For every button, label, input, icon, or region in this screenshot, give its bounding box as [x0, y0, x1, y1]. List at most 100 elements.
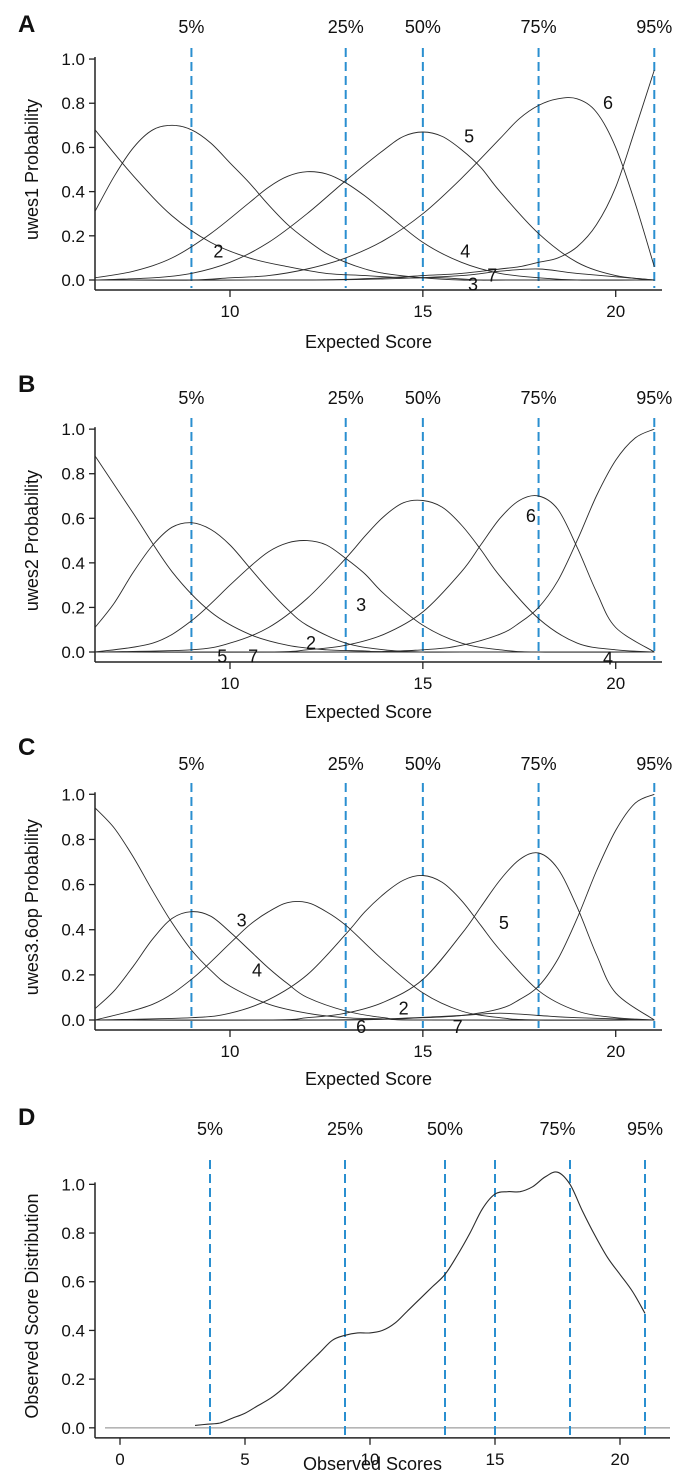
y-tick-label: 0.2 [61, 598, 85, 617]
percentile-label: 95% [627, 1119, 663, 1139]
curve-label: 7 [487, 266, 497, 286]
series-curve [94, 793, 655, 1021]
y-axis-title: uwes2 Probability [22, 470, 42, 611]
x-tick-label: 10 [361, 1450, 380, 1469]
percentile-label: 25% [328, 17, 364, 37]
series-curve [94, 268, 655, 281]
curve-label: 5 [499, 913, 509, 933]
y-tick-label: 0.2 [61, 227, 85, 246]
y-axis-title: uwes1 Probability [22, 99, 42, 240]
y-tick-label: 0.6 [61, 138, 85, 157]
series-curve [94, 499, 655, 653]
percentile-label: 5% [178, 754, 204, 774]
y-tick-label: 0.8 [61, 830, 85, 849]
y-tick-label: 0.4 [61, 1321, 85, 1340]
series-curve [94, 540, 655, 653]
y-tick-label: 0.0 [61, 1011, 85, 1030]
x-tick-label: 20 [606, 302, 625, 321]
y-tick-label: 1.0 [61, 1175, 85, 1194]
series-curve [94, 901, 655, 1021]
series-curve [94, 124, 655, 281]
curve-label: 5 [217, 646, 227, 666]
y-tick-label: 1.0 [61, 420, 85, 439]
curve-label: 7 [453, 1017, 463, 1037]
curve-label: 4 [252, 960, 262, 980]
y-tick-label: 0.6 [61, 876, 85, 895]
curve-label: 6 [526, 506, 536, 526]
panel-b: B 0.0 0.2 0.4 0.6 0.8 1.0 10 15 20 Expected Score u… [18, 371, 672, 722]
curve-label: 2 [306, 633, 316, 653]
y-tick-label: 0.2 [61, 966, 85, 985]
x-tick-label: 10 [221, 1042, 240, 1061]
percentile-label: 50% [405, 754, 441, 774]
series-curve [94, 428, 655, 653]
curve-label: 2 [399, 999, 409, 1019]
x-tick-label: 5 [240, 1450, 249, 1469]
percentile-label: 25% [327, 1119, 363, 1139]
percentile-label: 5% [178, 388, 204, 408]
y-axis-title: uwes3.6op Probability [22, 819, 42, 995]
series-curve [194, 1171, 646, 1426]
percentile-label: 75% [539, 1119, 575, 1139]
percentile-label: 25% [328, 388, 364, 408]
x-tick-label: 20 [606, 674, 625, 693]
x-tick-label: 20 [611, 1450, 630, 1469]
y-tick-label: 0.0 [61, 1419, 85, 1438]
series-curve [94, 455, 655, 653]
x-tick-label: 15 [413, 302, 432, 321]
series-curve [94, 171, 655, 281]
x-axis-title: Expected Score [305, 702, 432, 722]
series-curve [94, 129, 655, 281]
panel-d: D 0.0 0.2 0.4 0.6 0.8 1.0 0 5 10 15 20 Observed Scor… [18, 1104, 670, 1474]
percentile-label: 95% [636, 388, 672, 408]
panel-letter: A [18, 11, 35, 38]
curve-label: 3 [468, 274, 478, 294]
series-curve [94, 875, 655, 1021]
series-curve [94, 911, 655, 1021]
x-tick-label: 20 [606, 1042, 625, 1061]
percentile-label: 75% [521, 17, 557, 37]
y-tick-label: 0.2 [61, 1370, 85, 1389]
percentile-label: 75% [521, 388, 557, 408]
panel-letter: D [18, 1104, 35, 1131]
y-tick-label: 0.6 [61, 509, 85, 528]
curve-label: 4 [460, 241, 470, 261]
panel-c: C 0.0 0.2 0.4 0.6 0.8 1.0 10 15 20 Expected Score u… [18, 734, 672, 1089]
x-tick-label: 10 [221, 302, 240, 321]
percentile-label: 95% [636, 17, 672, 37]
y-tick-label: 0.8 [61, 94, 85, 113]
x-tick-label: 15 [413, 674, 432, 693]
series-curve [94, 1012, 655, 1021]
curve-label: 2 [213, 241, 223, 261]
series-curve [94, 807, 655, 1021]
x-axis-title: Expected Score [305, 332, 432, 352]
y-axis-title: Observed Score Distribution [22, 1194, 42, 1419]
percentile-label: 50% [405, 17, 441, 37]
percentile-label: 25% [328, 754, 364, 774]
curve-label: 5 [464, 126, 474, 146]
curve-label: 6 [603, 93, 613, 113]
y-tick-label: 0.0 [61, 643, 85, 662]
y-tick-label: 0.4 [61, 554, 85, 573]
percentile-label: 50% [427, 1119, 463, 1139]
y-tick-label: 1.0 [61, 785, 85, 804]
y-tick-label: 0.0 [61, 271, 85, 290]
percentile-label: 5% [178, 17, 204, 37]
series-curve [94, 522, 655, 653]
x-tick-label: 15 [486, 1450, 505, 1469]
curve-label: 7 [248, 646, 258, 666]
y-tick-label: 0.4 [61, 183, 85, 202]
curve-label: 4 [603, 649, 613, 669]
series-curve [94, 69, 655, 281]
series-curve [94, 131, 655, 281]
x-axis-title: Observed Scores [303, 1454, 442, 1474]
series-curve [94, 97, 655, 281]
series-curve [94, 495, 655, 653]
x-axis-title: Expected Score [305, 1069, 432, 1089]
y-tick-label: 0.8 [61, 465, 85, 484]
panel-letter: B [18, 371, 35, 398]
x-tick-label: 15 [413, 1042, 432, 1061]
panel-a: A 0.0 0.2 0.4 0.6 0.8 1.0 10 15 20 Expected Score u… [18, 11, 672, 352]
curve-label: 3 [356, 595, 366, 615]
y-tick-label: 1.0 [61, 50, 85, 69]
